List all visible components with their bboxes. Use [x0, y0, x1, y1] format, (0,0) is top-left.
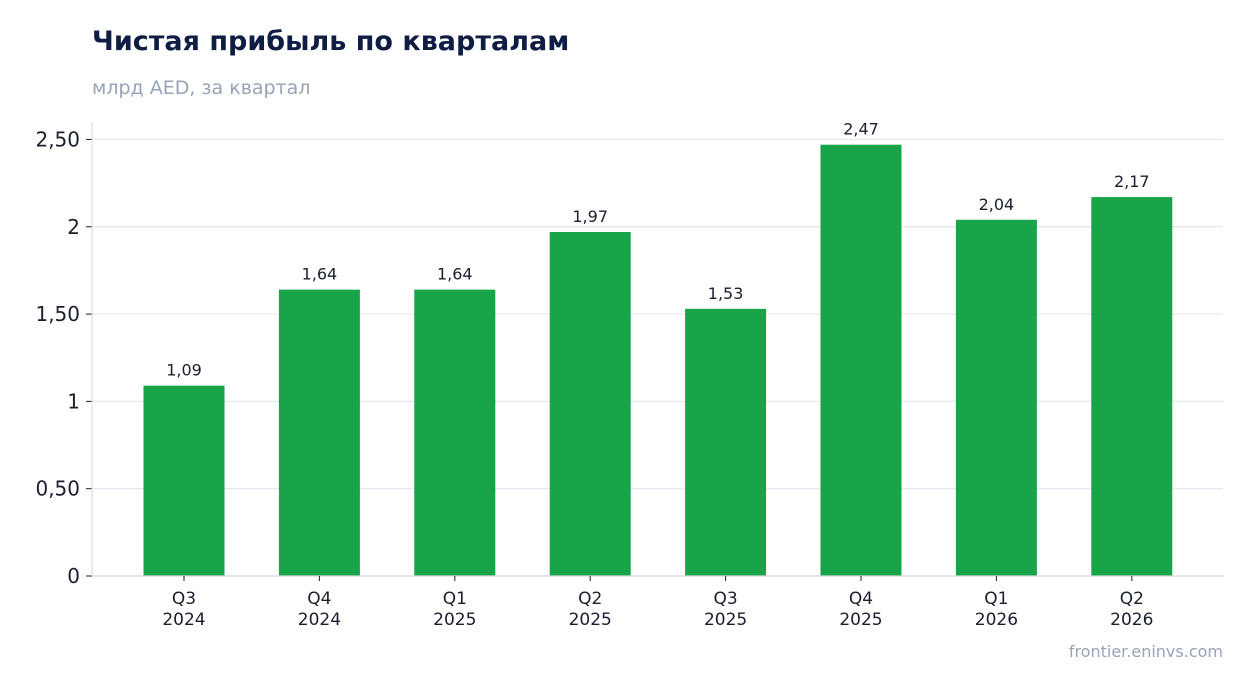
data-label: 1,97 — [572, 207, 608, 226]
axes — [86, 122, 1223, 581]
x-tick-label-year: 2026 — [1110, 610, 1153, 630]
chart-subtitle: млрд AED, за квартал — [92, 77, 311, 99]
x-tick-label-year: 2025 — [704, 610, 747, 630]
source-credit: frontier.eninvs.com — [1068, 642, 1223, 661]
y-tick-label: 1,50 — [35, 302, 80, 326]
y-tick-label: 0 — [67, 564, 80, 588]
y-tick-label: 2 — [67, 215, 80, 239]
bar — [820, 144, 902, 576]
data-label: 1,64 — [437, 265, 473, 284]
bar — [955, 219, 1037, 577]
bar — [685, 308, 767, 576]
y-tick-label: 2,50 — [35, 127, 80, 151]
bar — [1091, 197, 1173, 577]
x-tick-label-year: 2025 — [839, 610, 882, 630]
labels: 00,5011,5022,501,09Q320241,64Q420241,64Q… — [35, 120, 1153, 630]
x-tick-label-year: 2026 — [975, 610, 1018, 630]
data-label: 2,04 — [979, 195, 1015, 214]
x-tick-label-year: 2024 — [162, 610, 205, 630]
x-tick-label-quarter: Q3 — [713, 589, 737, 609]
chart-title: Чистая прибыль по кварталам — [92, 26, 570, 57]
x-tick-label-year: 2025 — [569, 610, 612, 630]
x-tick-label-quarter: Q1 — [984, 589, 1008, 609]
x-tick-label-quarter: Q2 — [1120, 589, 1144, 609]
y-tick-label: 0,50 — [35, 477, 80, 501]
bar — [143, 385, 225, 576]
x-tick-label-quarter: Q4 — [849, 589, 873, 609]
bar — [278, 289, 360, 576]
x-tick-label-quarter: Q2 — [578, 589, 602, 609]
data-label: 2,47 — [843, 120, 879, 139]
x-tick-label-year: 2025 — [433, 610, 476, 630]
gridlines — [92, 138, 1223, 490]
x-tick-label-quarter: Q3 — [172, 589, 196, 609]
bar — [414, 289, 496, 576]
data-label: 1,09 — [166, 361, 202, 380]
data-label: 1,64 — [302, 265, 338, 284]
y-tick-label: 1 — [67, 389, 80, 413]
bars — [143, 144, 1173, 577]
x-tick-label-quarter: Q1 — [443, 589, 467, 609]
x-tick-label-quarter: Q4 — [307, 589, 331, 609]
data-label: 2,17 — [1114, 172, 1150, 191]
data-label: 1,53 — [708, 284, 744, 303]
bar — [549, 232, 631, 576]
x-tick-label-year: 2024 — [298, 610, 341, 630]
